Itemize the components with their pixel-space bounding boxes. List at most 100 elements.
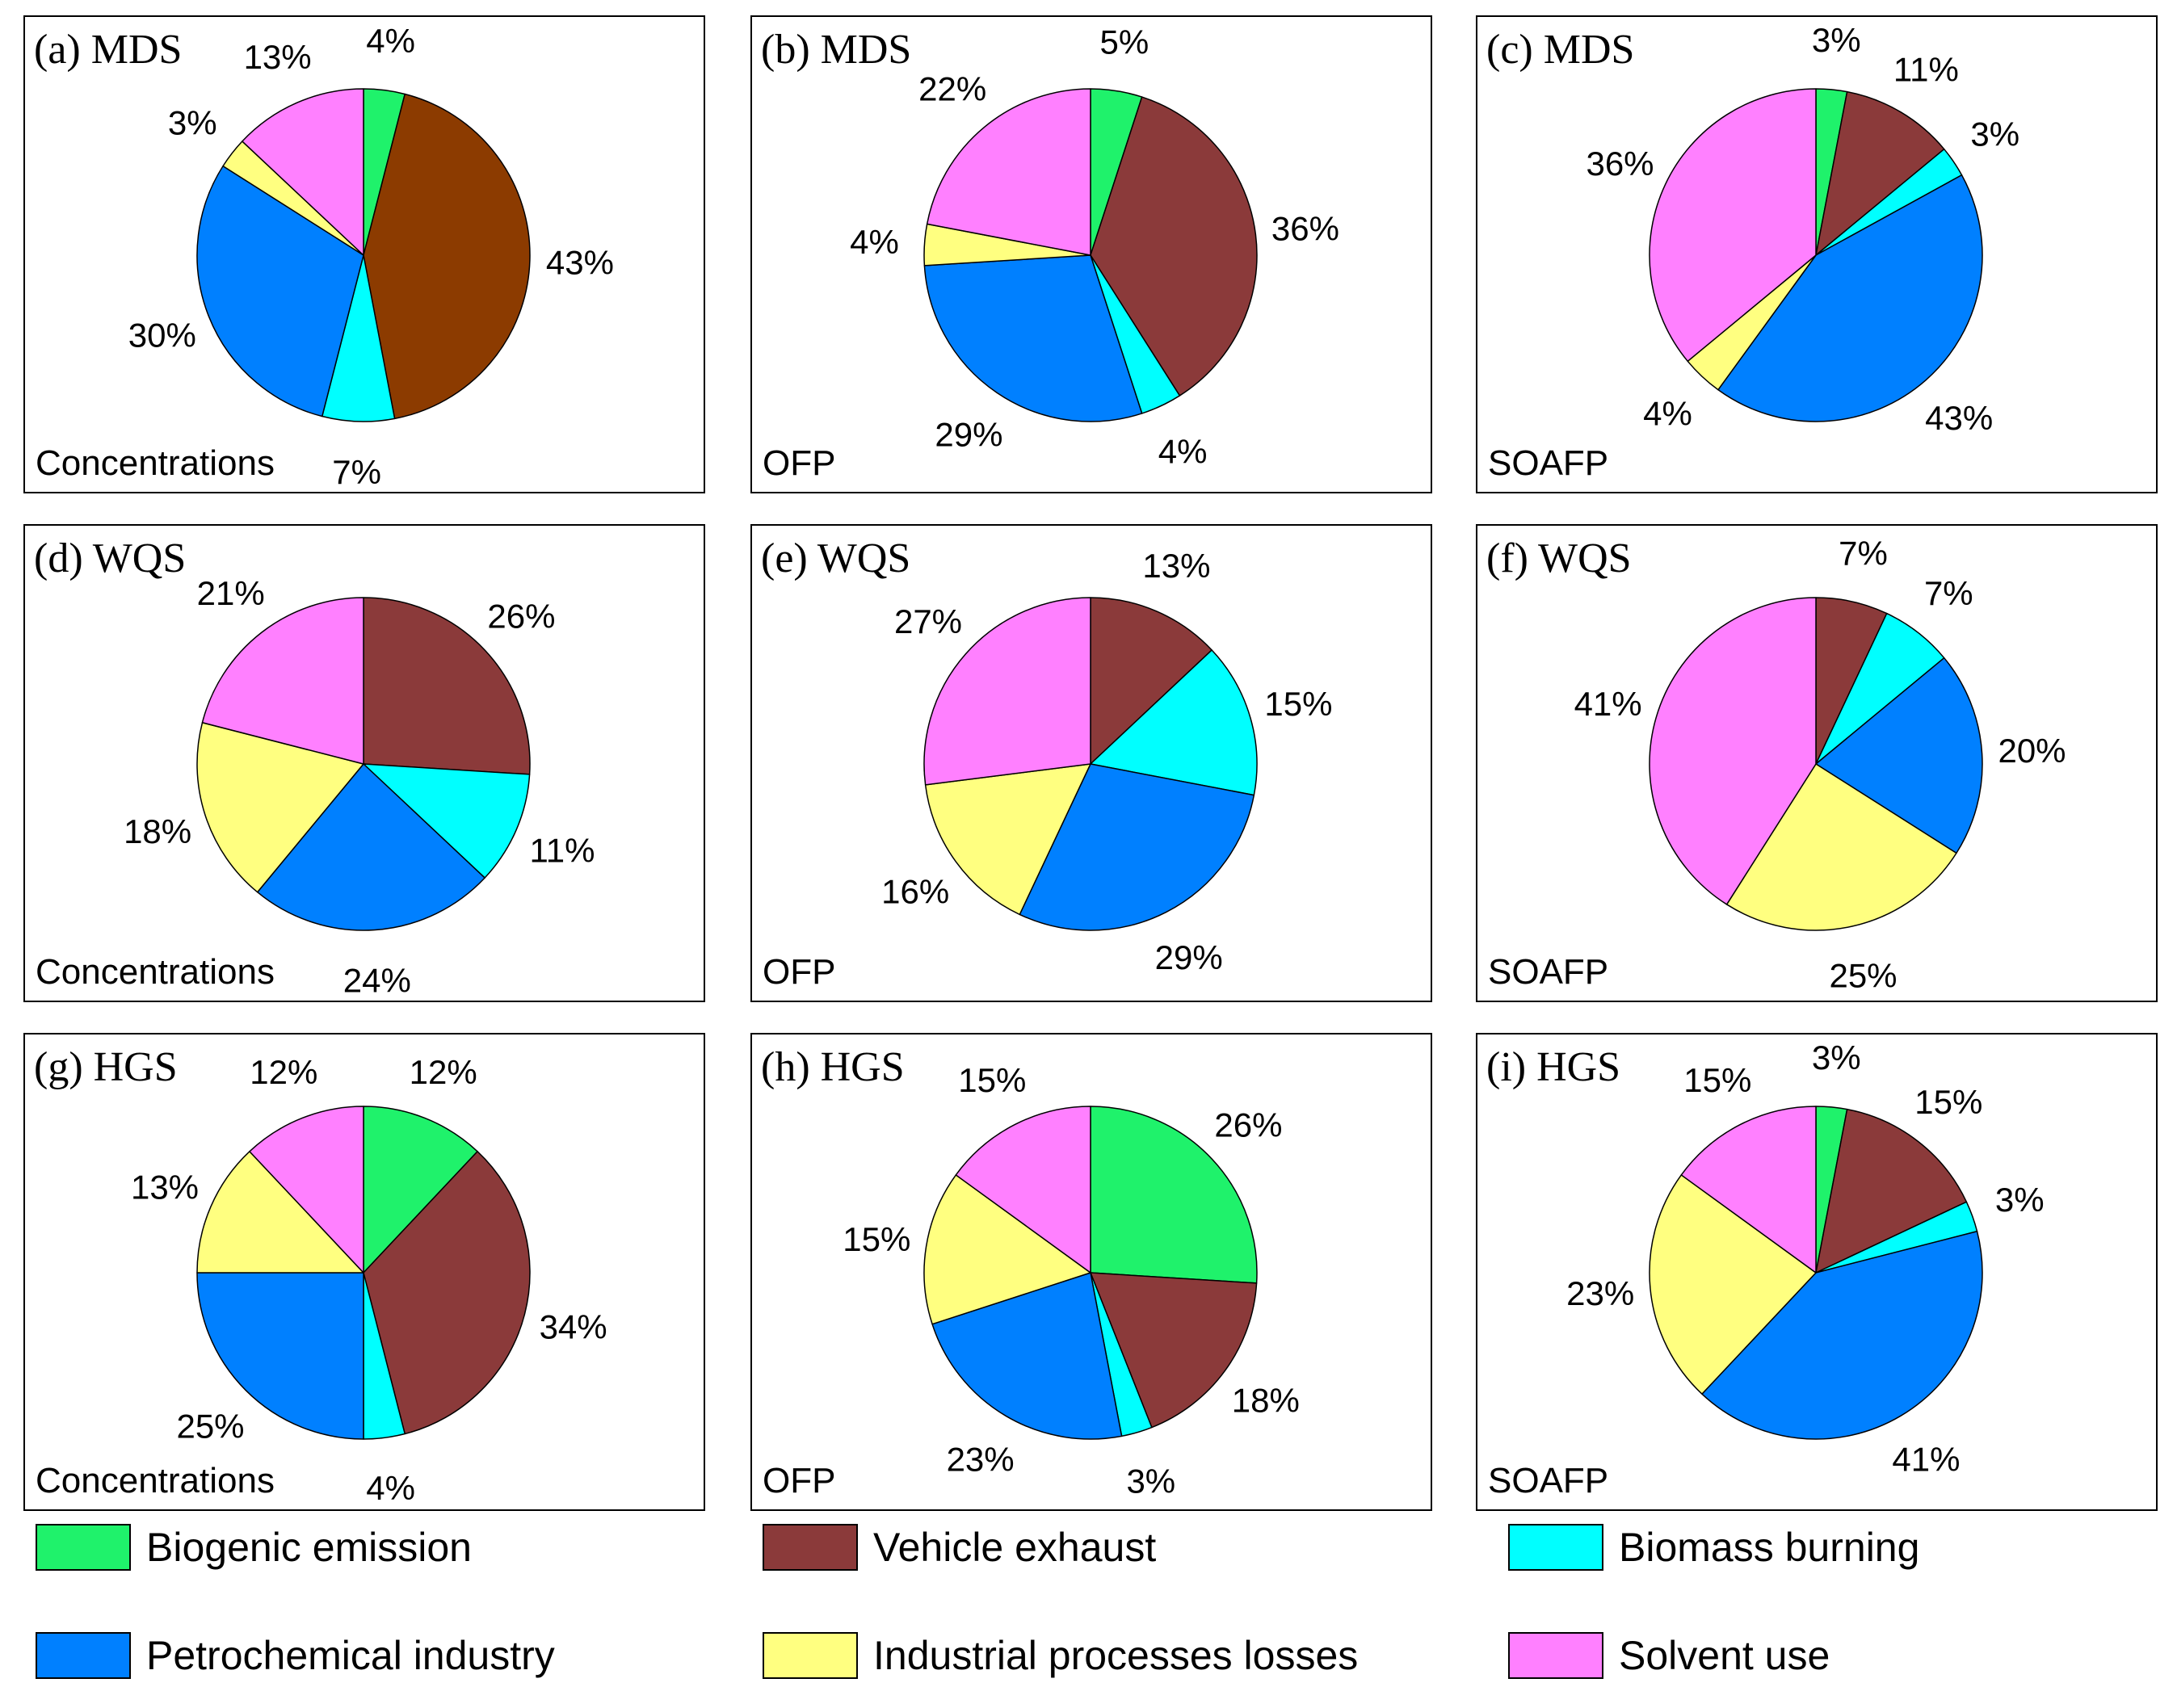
legend-item-vehicle-exhaust: Vehicle exhaust (763, 1524, 1156, 1571)
pie-panel-a: (a) MDS Concentrations 4% 43% 7% 30% 3% 13% (23, 15, 705, 493)
panel-title: (b) MDS (761, 27, 911, 73)
slice-label: 23% (1566, 1274, 1634, 1312)
pie-slice-petrochemical-industry (1701, 1231, 1983, 1440)
pie-slice-solvent-use (923, 597, 1091, 786)
pie-slice-industrial-processes-losses (1649, 1174, 1817, 1395)
pie-panel-g: (g) HGS Concentrations 12% 34% 4% 25% 13% 12% (23, 1033, 705, 1511)
pie-slice-petrochemical-industry (931, 1272, 1123, 1440)
pie-panel-e: (e) WQS OFP 13% 15% 29% 16% 27% (750, 524, 1432, 1002)
slice-label: 29% (1155, 938, 1223, 976)
pie-slice-solvent-use (242, 88, 364, 256)
slice-label: 4% (1643, 394, 1692, 432)
pie-slice-vehicle-exhaust (1090, 1272, 1258, 1429)
pie-slice-petrochemical-industry (1717, 174, 1983, 422)
legend-label: Biomass burning (1619, 1525, 1919, 1570)
slice-label: 30% (128, 317, 196, 355)
panel-title: (c) MDS (1486, 27, 1634, 73)
legend-item-biomass-burning: Biomass burning (1508, 1524, 1919, 1571)
slice-label: 4% (1158, 433, 1208, 471)
slice-label: 41% (1574, 685, 1642, 723)
panel-metric-label: Concentrations (36, 1461, 275, 1500)
pie-slice-vehicle-exhaust (363, 93, 531, 420)
slice-label: 29% (935, 416, 1002, 454)
slice-label: 15% (1914, 1083, 1982, 1121)
legend-swatch (763, 1524, 858, 1571)
panel-metric-label: Concentrations (36, 952, 275, 992)
slice-label: 11% (530, 831, 595, 869)
panel-metric-label: OFP (763, 443, 835, 483)
panel-title: (f) WQS (1486, 535, 1632, 581)
slice-label: 16% (881, 873, 949, 911)
pie-panel-b: (b) MDS OFP 5% 36% 4% 29% 4% 22% (750, 15, 1432, 493)
slice-label: 22% (918, 70, 986, 108)
legend-item-solvent-use: Solvent use (1508, 1632, 1830, 1679)
pie-slice-solvent-use (201, 597, 364, 765)
panel-metric-label: OFP (763, 952, 835, 992)
pie-slice-vehicle-exhaust (363, 1151, 531, 1435)
pie-slice-solvent-use (1649, 88, 1817, 363)
pie-slice-petrochemical-industry (196, 1272, 364, 1440)
pie-panel-d: (d) WQS Concentrations 26% 11% 24% 18% 21% (23, 524, 705, 1002)
panel-title: (d) WQS (34, 535, 186, 581)
pie-slice-vehicle-exhaust (1815, 90, 1945, 256)
panel-title: (h) HGS (761, 1044, 905, 1090)
slice-label: 13% (131, 1169, 199, 1207)
legend-item-petrochemical-industry: Petrochemical industry (36, 1632, 555, 1679)
panel-title: (g) HGS (34, 1044, 178, 1090)
legend-item-biogenic-emission: Biogenic emission (36, 1524, 472, 1571)
pie-slice-solvent-use (955, 1106, 1091, 1274)
pie-slice-petrochemical-industry (1019, 763, 1255, 931)
pie-slice-petrochemical-industry (1815, 657, 1983, 854)
pie-slice-solvent-use (926, 88, 1091, 256)
pie-slice-solvent-use (1680, 1106, 1817, 1274)
panel-metric-label: Concentrations (36, 443, 275, 483)
slice-label: 26% (487, 598, 555, 636)
pie-slice-industrial-processes-losses (196, 1151, 364, 1274)
legend-swatch (763, 1632, 858, 1679)
legend-swatch (1508, 1524, 1603, 1571)
slice-label: 27% (894, 602, 962, 640)
slice-label: 3% (1812, 1039, 1861, 1076)
slice-label: 24% (343, 962, 411, 1000)
panel-title: (a) MDS (34, 27, 182, 73)
slice-label: 15% (843, 1220, 910, 1258)
legend-label: Vehicle exhaust (873, 1525, 1156, 1570)
pie-panel-h: (h) HGS OFP 26% 18% 3% 23% 15% 15% (750, 1033, 1432, 1511)
slice-label: 41% (1892, 1441, 1960, 1479)
slice-label: 20% (1998, 732, 2066, 770)
pie-slice-solvent-use (249, 1106, 364, 1274)
pie-panel-c: (c) MDS SOAFP 3% 11% 3% 43% 4% 36% (1476, 15, 2158, 493)
slice-label: 7% (1839, 535, 1888, 573)
slice-label: 13% (1142, 547, 1210, 585)
legend-label: Biogenic emission (146, 1525, 472, 1570)
legend-item-industrial-processes-losses: Industrial processes losses (763, 1632, 1358, 1679)
legend-swatch (36, 1524, 131, 1571)
slice-label: 15% (1264, 685, 1332, 723)
pie-slice-industrial-processes-losses (196, 722, 364, 893)
legend-label: Petrochemical industry (146, 1633, 555, 1678)
slice-label: 3% (1995, 1181, 2045, 1219)
legend-swatch (1508, 1632, 1603, 1679)
slice-label: 3% (1812, 21, 1861, 59)
pie-slice-petrochemical-industry (256, 763, 485, 931)
slice-label: 3% (168, 104, 217, 142)
legend-label: Solvent use (1619, 1633, 1830, 1678)
panel-metric-label: OFP (763, 1461, 835, 1500)
slice-label: 23% (947, 1441, 1015, 1479)
pie-slice-petrochemical-industry (923, 254, 1143, 422)
pie-slice-biomass-burning (1090, 649, 1258, 796)
slice-label: 15% (1683, 1061, 1751, 1099)
pie-slice-petrochemical-industry (196, 165, 364, 418)
slice-label: 4% (366, 22, 415, 60)
slice-label: 3% (1970, 115, 2019, 153)
pie-slice-biogenic-emission (363, 1106, 478, 1274)
slice-label: 18% (1232, 1382, 1300, 1420)
pie-slice-vehicle-exhaust (1090, 597, 1212, 765)
legend-label: Industrial processes losses (873, 1633, 1358, 1678)
pie-slice-biomass-burning (363, 763, 531, 879)
panel-title: (i) HGS (1486, 1044, 1620, 1090)
pie-slice-solvent-use (1649, 597, 1817, 905)
slice-label: 7% (1924, 574, 1973, 612)
slice-label: 12% (250, 1053, 317, 1091)
slice-label: 5% (1100, 23, 1149, 61)
